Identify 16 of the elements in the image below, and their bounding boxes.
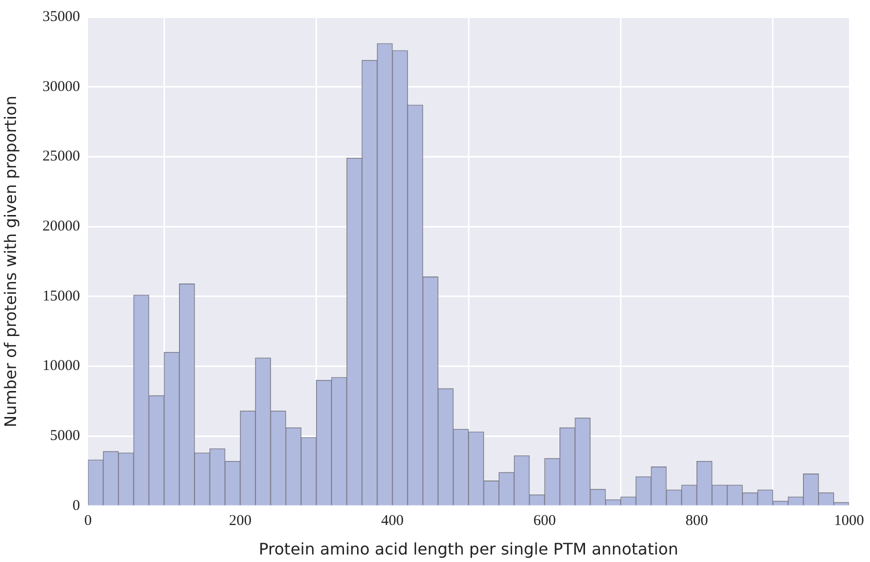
y-tick-label: 0	[72, 498, 80, 514]
x-axis-title: Protein amino acid length per single PTM annotation	[258, 540, 678, 559]
y-tick-label: 15000	[42, 288, 80, 304]
x-tick-label: 800	[686, 512, 708, 529]
x-tick-label: 400	[381, 512, 404, 529]
y-tick-label: 20000	[42, 218, 80, 235]
y-tick-label: 5000	[50, 428, 80, 444]
x-tick-label: 0	[84, 512, 92, 529]
x-tick-label: 1000	[834, 512, 864, 529]
y-tick-label: 10000	[42, 358, 80, 374]
y-axis-title: Number of proteins with given proportion	[0, 96, 20, 428]
y-tick-label: 30000	[42, 78, 80, 95]
x-tick-label: 600	[533, 512, 556, 529]
y-tick-label: 25000	[42, 148, 80, 165]
y-tick-label: 35000	[42, 8, 80, 25]
x-tick-label: 200	[228, 512, 252, 529]
